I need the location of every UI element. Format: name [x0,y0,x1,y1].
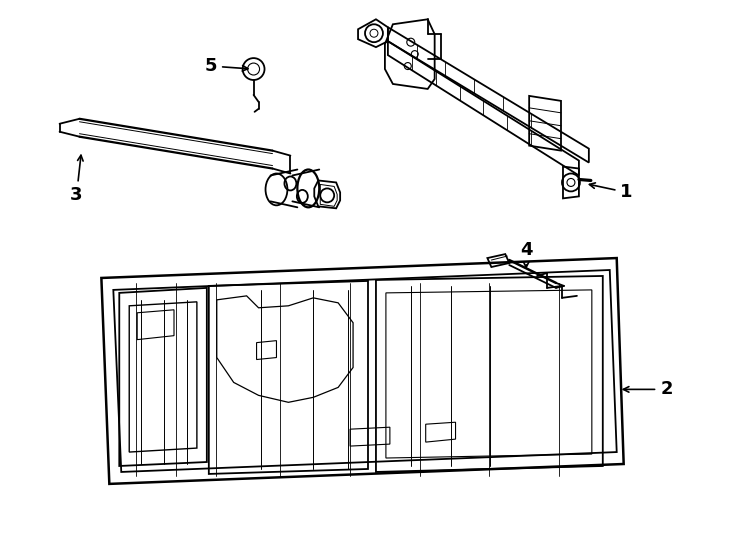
Text: 4: 4 [520,241,532,267]
Text: 3: 3 [70,155,83,204]
Text: 2: 2 [623,380,672,399]
Text: 1: 1 [589,183,633,201]
Text: 5: 5 [205,57,248,75]
